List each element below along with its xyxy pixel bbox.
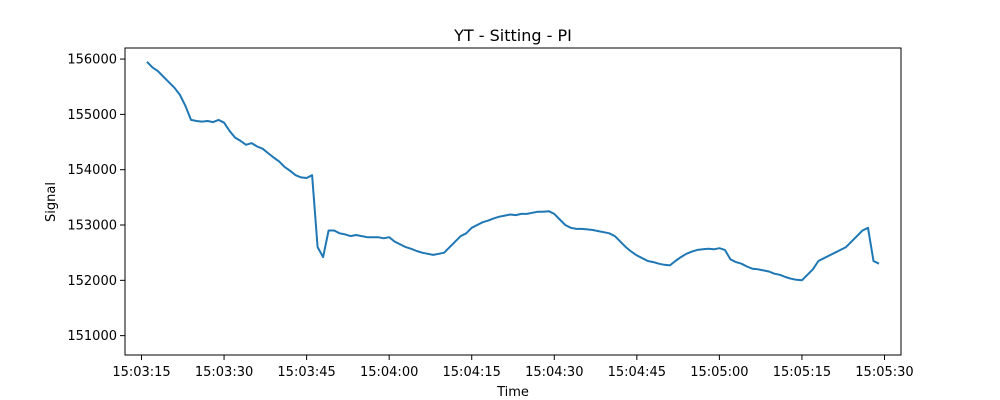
- y-axis: 151000 152000 153000 154000 155000 156000: [67, 53, 125, 344]
- y-tick-label: 154000: [67, 163, 117, 178]
- chart-title: YT - Sitting - PI: [453, 26, 572, 45]
- plot-area: [124, 47, 902, 356]
- x-tick-label: 15:05:15: [773, 365, 831, 380]
- x-axis-label: Time: [496, 385, 529, 400]
- x-tick-label: 15:04:30: [525, 365, 583, 380]
- y-tick-label: 153000: [67, 219, 117, 234]
- x-tick-label: 15:04:45: [608, 365, 666, 380]
- x-tick-label: 15:03:30: [195, 365, 253, 380]
- x-tick-label: 15:05:00: [690, 365, 748, 380]
- x-tick-label: 15:04:00: [360, 365, 418, 380]
- x-tick-label: 15:04:15: [443, 365, 501, 380]
- plot-frame: [124, 47, 902, 356]
- y-tick-label: 156000: [67, 53, 117, 68]
- x-tick-label: 15:03:15: [112, 365, 170, 380]
- signal-series-line: [146, 61, 880, 282]
- x-axis: 15:03:15 15:03:30 15:03:45 15:04:00 15:04:15…: [112, 355, 914, 380]
- y-tick-label: 152000: [67, 274, 117, 289]
- y-tick-label: 155000: [67, 108, 117, 123]
- x-tick-label: 15:03:45: [277, 365, 335, 380]
- y-tick-label: 151000: [67, 329, 117, 344]
- x-tick-label: 15:05:30: [855, 365, 913, 380]
- y-axis-label: Signal: [44, 182, 59, 222]
